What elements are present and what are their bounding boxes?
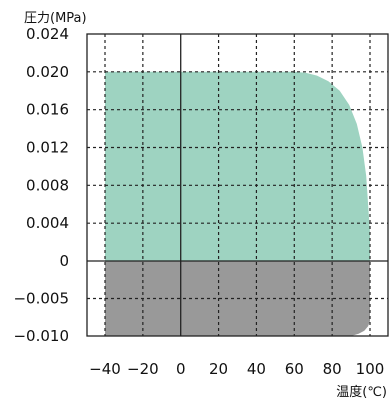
x-tick-label: −20	[127, 360, 159, 378]
y-tick-label: −0.005	[13, 290, 69, 308]
x-tick-label: 60	[285, 360, 304, 378]
x-tick-label: 100	[356, 360, 385, 378]
x-tick-label: 0	[176, 360, 186, 378]
x-tick-label: −40	[89, 360, 121, 378]
x-axis-title: 温度(℃)	[336, 384, 387, 400]
x-tick-label: 40	[247, 360, 266, 378]
grid-layer	[87, 34, 388, 336]
x-tick-label: 20	[209, 360, 228, 378]
y-tick-label: 0.004	[26, 214, 69, 232]
areas-layer	[105, 71, 370, 336]
ticks-layer: 0.024 0.020 0.016 0.012 0.008 0.004 0 −0.005 −0.…	[13, 25, 384, 378]
y-tick-label: 0.012	[26, 139, 69, 157]
plot-frame	[86, 33, 389, 337]
region-area-0	[105, 71, 370, 261]
y-tick-label: −0.010	[13, 327, 69, 345]
y-tick-label: 0	[59, 252, 69, 270]
axis-layer	[86, 33, 389, 337]
y-tick-label: 0.020	[26, 63, 69, 81]
y-axis-title: 圧力(MPa)	[24, 11, 87, 26]
y-tick-label: 0.008	[26, 176, 69, 194]
y-tick-label: 0.024	[26, 25, 69, 43]
y-tick-label: 0.016	[26, 101, 69, 119]
x-tick-label: 80	[323, 360, 342, 378]
